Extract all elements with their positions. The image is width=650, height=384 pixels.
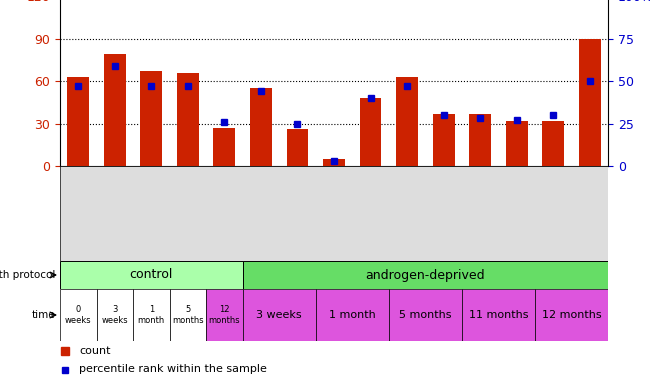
Bar [68,77,89,166]
Bar [542,121,564,166]
Bar [213,128,235,166]
Bar [506,121,528,166]
Bar [177,73,199,166]
Bar [389,289,462,341]
Bar [60,289,97,341]
Text: 5
months: 5 months [172,305,203,325]
Bar [396,77,418,166]
Bar [287,129,309,166]
Bar [433,114,454,166]
Text: control: control [129,268,173,281]
Text: 11 months: 11 months [469,310,528,320]
Text: 12 months: 12 months [541,310,601,320]
Bar [170,289,206,341]
Text: 1
month: 1 month [138,305,165,325]
Text: 0
weeks: 0 weeks [65,305,92,325]
Bar [359,98,382,166]
Text: 12
months: 12 months [209,305,240,325]
Bar [60,261,242,289]
Bar [316,289,389,341]
Bar [242,289,316,341]
Bar [535,289,608,341]
Bar [250,88,272,166]
Text: 3
weeks: 3 weeks [101,305,128,325]
Text: 5 months: 5 months [399,310,452,320]
Bar [104,54,125,166]
Text: 3 weeks: 3 weeks [256,310,302,320]
Bar [462,289,535,341]
Bar [140,71,162,166]
Bar [97,289,133,341]
Text: 1 month: 1 month [329,310,376,320]
Text: time: time [31,310,55,320]
Text: growth protocol: growth protocol [0,270,55,280]
Bar [469,114,491,166]
Text: androgen-deprived: androgen-deprived [365,268,485,281]
Bar [323,159,345,166]
Bar [133,289,170,341]
Bar [242,261,608,289]
Text: count: count [79,346,110,356]
Bar [206,289,242,341]
Bar [578,38,601,166]
Text: percentile rank within the sample: percentile rank within the sample [79,364,267,374]
